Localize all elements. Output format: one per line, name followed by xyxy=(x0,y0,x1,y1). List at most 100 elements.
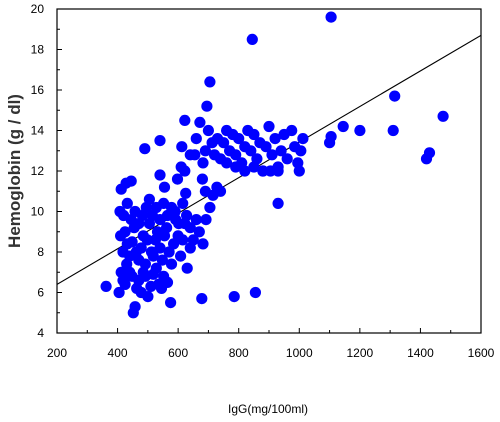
data-point xyxy=(387,124,399,137)
data-point xyxy=(139,258,151,270)
x-tick-label: 600 xyxy=(168,346,188,360)
data-point xyxy=(165,258,178,270)
data-point xyxy=(281,153,293,165)
data-point xyxy=(184,222,196,234)
data-point xyxy=(165,297,177,309)
data-point xyxy=(181,209,193,222)
data-point xyxy=(248,128,260,141)
data-point xyxy=(169,205,181,218)
y-tick-label: 6 xyxy=(37,286,44,300)
data-point xyxy=(141,234,153,246)
x-tick-label: 1200 xyxy=(347,346,374,360)
data-point xyxy=(193,226,205,238)
data-point xyxy=(295,145,307,157)
data-point xyxy=(173,218,185,230)
data-point xyxy=(230,161,242,173)
data-point xyxy=(129,301,141,313)
data-point xyxy=(161,222,173,234)
data-point xyxy=(204,76,216,88)
data-point xyxy=(437,110,449,122)
data-point xyxy=(214,185,227,197)
data-point xyxy=(337,120,349,133)
data-point xyxy=(221,157,233,169)
y-axis-title: Hemoglobin (g / dl) xyxy=(5,94,24,248)
y-tick-label: 18 xyxy=(31,43,45,57)
x-tick-label: 400 xyxy=(108,346,128,360)
data-point xyxy=(275,145,287,157)
data-point xyxy=(176,141,188,153)
data-point xyxy=(135,242,147,254)
y-tick-label: 8 xyxy=(37,245,44,259)
data-point xyxy=(154,169,166,181)
data-point xyxy=(269,133,281,145)
data-point xyxy=(156,254,168,266)
data-point xyxy=(286,124,298,137)
data-point xyxy=(181,262,193,274)
data-point xyxy=(354,124,366,137)
data-point xyxy=(194,116,206,128)
data-point xyxy=(200,214,212,226)
data-point xyxy=(184,149,196,161)
data-point xyxy=(161,276,174,288)
x-axis-title: IgG(mg/100ml) xyxy=(228,402,308,416)
data-point xyxy=(218,137,230,149)
y-tick-label: 14 xyxy=(31,124,45,138)
data-point xyxy=(248,161,260,173)
data-point xyxy=(158,181,171,193)
data-point xyxy=(187,234,199,246)
data-point xyxy=(177,234,189,246)
data-point xyxy=(272,197,284,209)
data-point xyxy=(119,226,131,238)
data-point xyxy=(125,175,137,187)
data-point xyxy=(249,286,261,299)
data-point xyxy=(139,143,151,155)
data-point xyxy=(179,114,191,126)
data-point xyxy=(201,100,213,112)
x-tick-label: 200 xyxy=(47,346,67,360)
data-point xyxy=(272,165,284,177)
data-point xyxy=(196,293,208,305)
data-point xyxy=(126,236,138,248)
data-point xyxy=(121,197,133,209)
data-point xyxy=(297,133,309,145)
x-tick-label: 1400 xyxy=(407,346,434,360)
data-point xyxy=(171,173,184,185)
data-point xyxy=(423,147,436,159)
data-point xyxy=(246,33,258,46)
y-tick-label: 16 xyxy=(31,83,45,97)
data-point xyxy=(177,197,189,209)
data-point xyxy=(245,145,257,157)
data-point xyxy=(100,280,112,292)
data-point xyxy=(154,135,166,147)
x-tick-label: 800 xyxy=(229,346,249,360)
data-point xyxy=(150,262,162,274)
data-point xyxy=(119,278,131,290)
data-point xyxy=(175,250,187,262)
x-tick-label: 1000 xyxy=(286,346,313,360)
y-tick-label: 10 xyxy=(31,205,45,219)
y-tick-label: 12 xyxy=(31,164,45,178)
data-point xyxy=(147,250,159,262)
y-tick-label: 4 xyxy=(37,326,44,340)
data-point xyxy=(142,291,154,303)
data-point xyxy=(239,165,251,177)
data-point xyxy=(202,124,214,137)
data-point xyxy=(154,242,166,254)
data-point xyxy=(204,201,216,214)
x-tick-label: 1600 xyxy=(468,346,495,360)
data-point xyxy=(199,145,211,157)
y-tick-label: 20 xyxy=(31,2,45,16)
x-axis-ticks: 200 400 600 800 1000 1200 1400 1600 xyxy=(47,328,495,360)
y-axis-ticks: 4 6 8 10 12 14 16 18 20 xyxy=(31,2,62,340)
data-point xyxy=(325,11,337,23)
data-point xyxy=(180,187,192,199)
data-point xyxy=(113,286,125,299)
data-point xyxy=(190,214,202,226)
data-point xyxy=(199,185,211,197)
data-point xyxy=(266,149,278,161)
data-point xyxy=(230,149,242,161)
data-point xyxy=(228,291,240,303)
data-point xyxy=(197,157,209,169)
data-point xyxy=(389,90,401,102)
data-points xyxy=(100,11,449,319)
